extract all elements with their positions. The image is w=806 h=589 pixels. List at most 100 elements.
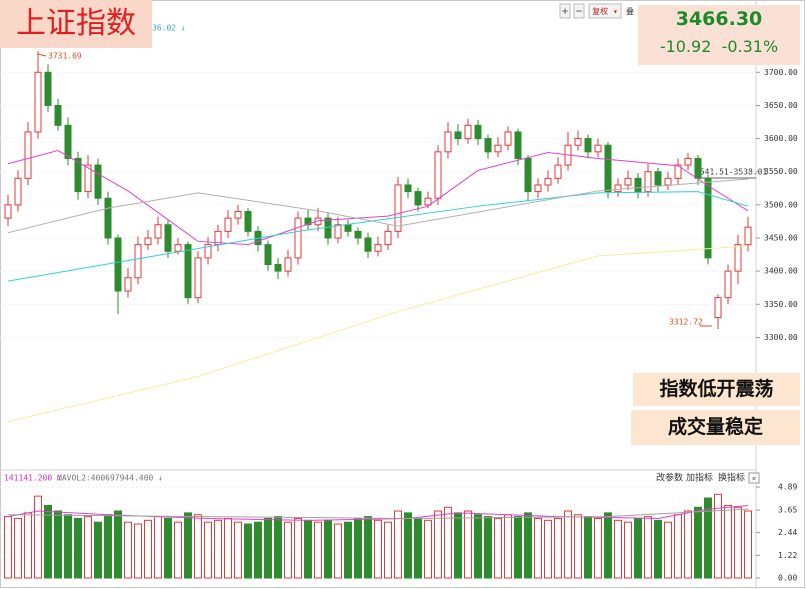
volume-bar [224,517,232,579]
candle-body [494,144,502,153]
volume-bar [454,512,462,579]
candle-body [724,270,732,299]
zoom-out-label[interactable]: − [576,5,583,18]
annotation: 指数低开震荡 [633,373,800,406]
volume-bar [294,517,302,579]
volume-bar [194,514,202,579]
close-button[interactable] [748,472,760,484]
title-box: 上证指数 [0,0,152,48]
ma-line [7,245,749,423]
volume-bar [744,510,752,579]
volume-bar [34,495,42,579]
volume-bar [14,517,22,579]
candle-body [374,244,382,252]
candle-body [384,230,392,246]
range-label: 3541.51-3538.01 [695,168,767,177]
volume-bar [124,521,132,579]
volume-bar [394,510,402,579]
candle-body [74,157,82,193]
volume-bar [24,512,32,579]
candle-body [124,277,132,292]
candle-body [704,177,712,259]
candle-body [324,217,332,239]
volume-bar [284,521,292,579]
adjust-label[interactable]: 复权 ▾ [592,6,618,16]
volume-bar [634,517,642,579]
volume-bar [264,517,272,579]
volume-bar [594,517,602,579]
candle-body [364,237,372,252]
overlay-label[interactable]: 叠 [626,7,634,16]
candle-body [604,144,612,193]
candle-body [584,138,592,153]
last-price: 3466.30 [675,8,763,30]
volume-bar [474,514,482,579]
high-pointer [37,53,47,57]
vol-button[interactable]: 换指标 [718,472,745,484]
y-tick-label: 3700.00 [764,68,798,77]
candle-body [24,131,32,179]
volume-bar [4,516,12,579]
volume-bar [374,519,382,579]
volume-bar [434,510,442,579]
zoom-in-label[interactable]: + [562,5,569,18]
vol-button[interactable]: 改参数 [656,472,683,484]
candle-body [44,71,52,106]
candle-body [544,177,552,186]
volume-bar [214,519,222,579]
vol-legend: 141141.200 ↓ [4,474,62,483]
candle-body [624,177,632,186]
candle-body [444,131,452,153]
volume-bar [644,516,652,579]
volume-bar [484,516,492,579]
candle-body [194,257,202,299]
volume-bar [554,517,562,579]
volume-bar [384,521,392,579]
candle-body [34,71,42,133]
candle-body [744,226,752,246]
volume-bar [694,506,702,579]
annotation: 成交量稳定 [631,410,800,445]
candle-body [284,257,292,272]
high-label: 3731.69 [48,52,82,61]
candle-body [334,224,342,239]
zoom-out[interactable] [573,3,585,19]
candle-body [634,177,642,193]
volume-bar [324,519,332,579]
y-tick-label: 3350.00 [764,300,798,309]
volume-bar [144,519,152,579]
candle-body [474,124,482,140]
y-tick-label: 3300.00 [764,333,798,342]
candle-body [244,210,252,232]
volume-bar [104,514,112,579]
quote-box: 3466.30 -10.92 -0.31% [638,5,800,65]
vol-legend: MAVOL2:400697944.400 ↓ [57,474,163,483]
volume-bar [714,493,722,579]
candle-body [4,204,12,219]
candle-body [264,244,272,266]
candle-body [144,237,152,246]
zoom-in[interactable] [559,3,571,19]
close-label[interactable]: × [752,474,757,483]
volume-bar [544,519,552,579]
volume-bar [354,517,362,579]
y2-tick-label: 4.89 [778,483,797,492]
candle-body [234,210,242,219]
candle-body [104,197,112,239]
candle-body [134,244,142,279]
candle-body [654,171,662,186]
volume-bar [674,514,682,579]
candle-body [614,184,622,193]
y-tick-label: 3650.00 [764,101,798,110]
y2-tick-label: 2.44 [778,528,797,537]
volume-bar [334,523,342,579]
adjust-button[interactable] [588,3,622,19]
candle-body [164,224,172,252]
vol-button[interactable]: 加指标 [686,472,713,484]
volume-bar [94,521,102,579]
volume-bar [304,519,312,579]
volume-bar [344,521,352,579]
candle-body [394,184,402,232]
